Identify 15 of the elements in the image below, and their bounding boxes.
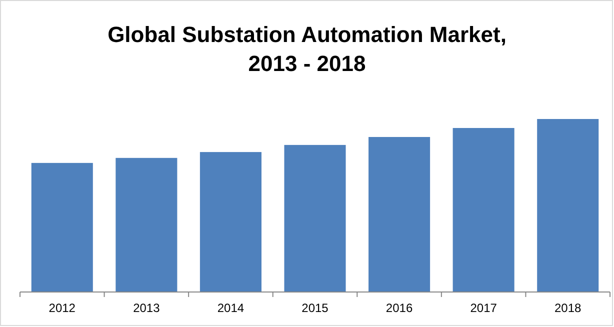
- x-tick-label: 2017: [470, 301, 498, 315]
- chart-title: Global Substation Automation Market, 2013 - 2018: [108, 22, 506, 76]
- bar: [31, 162, 93, 292]
- x-tick-label: 2016: [386, 301, 413, 315]
- bar: [116, 158, 178, 292]
- x-tick-label: 2015: [302, 301, 329, 315]
- bar: [200, 152, 262, 292]
- x-tick-label: 2012: [48, 301, 76, 315]
- bar: [452, 128, 514, 292]
- bar: [537, 119, 599, 292]
- bar: [284, 144, 346, 292]
- x-tick-label: 2018: [554, 301, 582, 315]
- x-tick-label: 2013: [133, 301, 160, 315]
- x-tick-label: 2014: [217, 301, 244, 315]
- bar: [368, 136, 430, 292]
